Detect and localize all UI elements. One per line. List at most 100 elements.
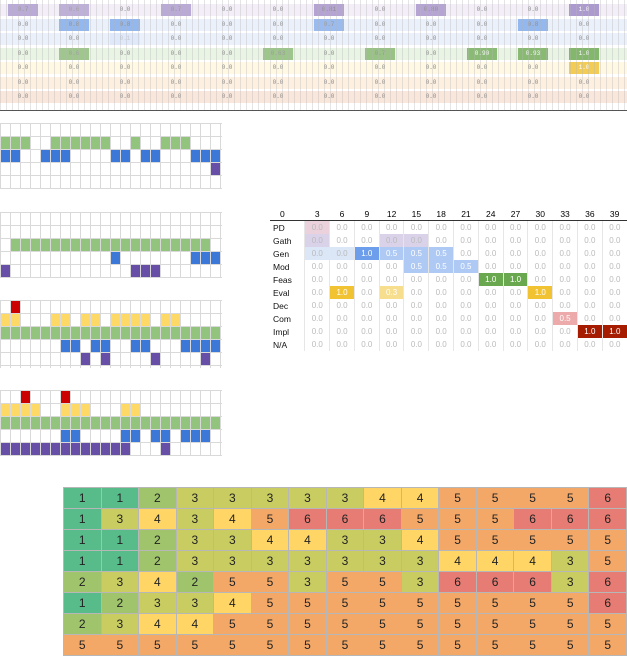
top-band-cell: 0.0 (476, 20, 488, 28)
score-cell: 5 (400, 508, 440, 530)
top-band-cell: 0.0 (68, 64, 80, 71)
top-band-cell: 0.0 (272, 20, 284, 28)
score-cell: 5 (438, 592, 477, 614)
heatmap-cell: 0.0 (502, 325, 528, 338)
score-cell: 1 (63, 529, 102, 551)
top-band-cell: 0.0 (578, 93, 590, 100)
heatmap-cell: 0.0 (428, 273, 454, 286)
heatmap-cell: 0.0 (601, 286, 627, 299)
top-band-cell: 0.0 (323, 35, 335, 42)
score-cell: 3 (175, 592, 215, 614)
heatmap-cell: 0.0 (403, 220, 429, 234)
heatmap-cell: 0.0 (552, 299, 578, 312)
heatmap-cell: 0.0 (601, 338, 627, 351)
heatmap-table: 0 3 6 9 12 15 18 21 24 27 30 33 36 39 PD 0.0 0.0 0.0 0.0 0… (270, 207, 627, 351)
top-band-cell: 0.0 (68, 35, 80, 42)
heatmap-cell: 0.0 (527, 273, 553, 286)
heatmap-cell: 0.0 (453, 220, 479, 234)
score-cell: 5 (550, 613, 590, 635)
score-cell: 4 (513, 550, 552, 572)
score-cell: 5 (63, 634, 102, 656)
heatmap-cell: 0.0 (378, 220, 404, 234)
top-band-cell: 0.0 (374, 93, 386, 100)
heatmap-row: Gen 0.0 0.0 1.0 0.5 0.5 0.5 0.0 0.0 0.0 0.0 0.0 0.0 0… (270, 247, 627, 260)
heatmap-cell: 0.0 (304, 247, 330, 260)
score-cell: 4 (250, 529, 290, 551)
score-cell: 5 (400, 592, 440, 614)
score-cell: 1 (100, 529, 140, 551)
score-cell: 5 (550, 592, 590, 614)
score-cell: 3 (250, 550, 290, 572)
heatmap-cell: 0.0 (477, 325, 504, 338)
top-band-cell: 0.0 (374, 6, 386, 13)
score-cell: 3 (100, 508, 140, 530)
heatmap-cell: 0.0 (477, 234, 504, 247)
score-cell: 1 (63, 592, 102, 614)
score-cell: 6 (550, 508, 590, 530)
heatmap-cell: 0.0 (353, 260, 380, 273)
top-band-cell: 0.93 (518, 47, 548, 60)
top-band-cell: 0.0 (221, 6, 233, 13)
top-band-cell: 0.0 (272, 78, 284, 86)
top-heatmap-band: 0.7 0.6 0.0 0.7 0.0 0.0 0.81 0.0 0.80 0.0 0.0 1.0 0.… (0, 0, 627, 111)
score-cell: 6 (438, 571, 477, 593)
heatmap-row: Com 0.0 0.0 0.0 0.0 0.0 0.0 0.0 0.0 0.0 0.0 0.5 0.0 0… (270, 312, 627, 325)
top-band-cell: 0.0 (17, 64, 29, 71)
heatmap-cell: 0.0 (403, 299, 429, 312)
heatmap-column-header: 30 (527, 207, 553, 221)
heatmap-cell: 0.0 (304, 286, 330, 299)
score-cell: 3 (138, 592, 177, 614)
score-cell: 3 (213, 487, 252, 509)
top-band-cell: 0.0 (272, 93, 284, 100)
top-band-cell: 0.7 (365, 47, 395, 60)
timeline-grid (0, 300, 222, 368)
score-cell: 2 (100, 592, 140, 614)
score-cell: 1 (100, 550, 140, 572)
heatmap-row: Mod 0.0 0.0 0.0 0.0 0.5 0.5 0.5 0.0 0.0 0.0 0.0 0.0 0… (270, 260, 627, 273)
heatmap-cell: 0.0 (453, 338, 479, 351)
heatmap-row: N/A 0.0 0.0 0.0 0.0 0.0 0.0 0.0 0.0 0.0 0.0 0.0 0.0 0… (270, 338, 627, 351)
heatmap-cell: 0.0 (527, 220, 553, 234)
heatmap-row: PD 0.0 0.0 0.0 0.0 0.0 0.0 0.0 0.0 0.0 0.0 0.0 0.0 0.… (270, 220, 627, 234)
score-cell: 4 (400, 529, 440, 551)
score-cell: 5 (175, 634, 215, 656)
score-cell: 3 (175, 550, 215, 572)
heatmap-cell: 0.0 (304, 260, 330, 273)
score-cell: 2 (138, 529, 177, 551)
top-band-cell: 0.0 (374, 20, 386, 28)
score-cell: 6 (588, 592, 627, 614)
score-cell: 5 (363, 634, 402, 656)
top-band-cell: 0.0 (221, 49, 233, 57)
top-band-cell: 0.0 (119, 64, 131, 71)
top-band-cell: 0.0 (425, 20, 437, 28)
score-cell: 5 (550, 487, 590, 509)
top-band-cell: 0.90 (467, 47, 497, 60)
score-cell: 6 (513, 508, 552, 530)
score-cell: 5 (513, 529, 552, 551)
heatmap-cell: 0.0 (527, 338, 553, 351)
heatmap-column-header: 3 (304, 207, 330, 221)
heatmap-column-header: 36 (577, 207, 603, 221)
score-cell: 3 (325, 487, 365, 509)
heatmap-cell: 0.0 (576, 286, 603, 299)
heatmap-cell: 0.0 (378, 338, 404, 351)
heatmap-cell: 0.0 (453, 273, 479, 286)
top-band-cell: 0.1 (110, 33, 140, 45)
top-band-cell: 0.0 (527, 93, 539, 100)
score-cell: 3 (400, 550, 440, 572)
score-cell: 6 (513, 571, 552, 593)
heatmap-cell: 0.0 (576, 273, 603, 286)
heatmap-cell: 0.0 (329, 312, 355, 325)
heatmap-cell: 0.0 (477, 286, 504, 299)
heatmap-cell: 0.0 (428, 234, 454, 247)
score-cell: 5 (438, 487, 477, 509)
score-cell: 1 (100, 487, 140, 509)
heatmap-column-header: 6 (329, 207, 355, 221)
top-band-cell: 0.0 (578, 35, 590, 42)
heatmap-cell: 0.0 (403, 234, 429, 247)
top-band-cell: 0.0 (17, 49, 29, 57)
heatmap-cell: 0.0 (329, 247, 355, 260)
score-cell: 5 (588, 613, 627, 635)
top-band-row (0, 18, 627, 31)
